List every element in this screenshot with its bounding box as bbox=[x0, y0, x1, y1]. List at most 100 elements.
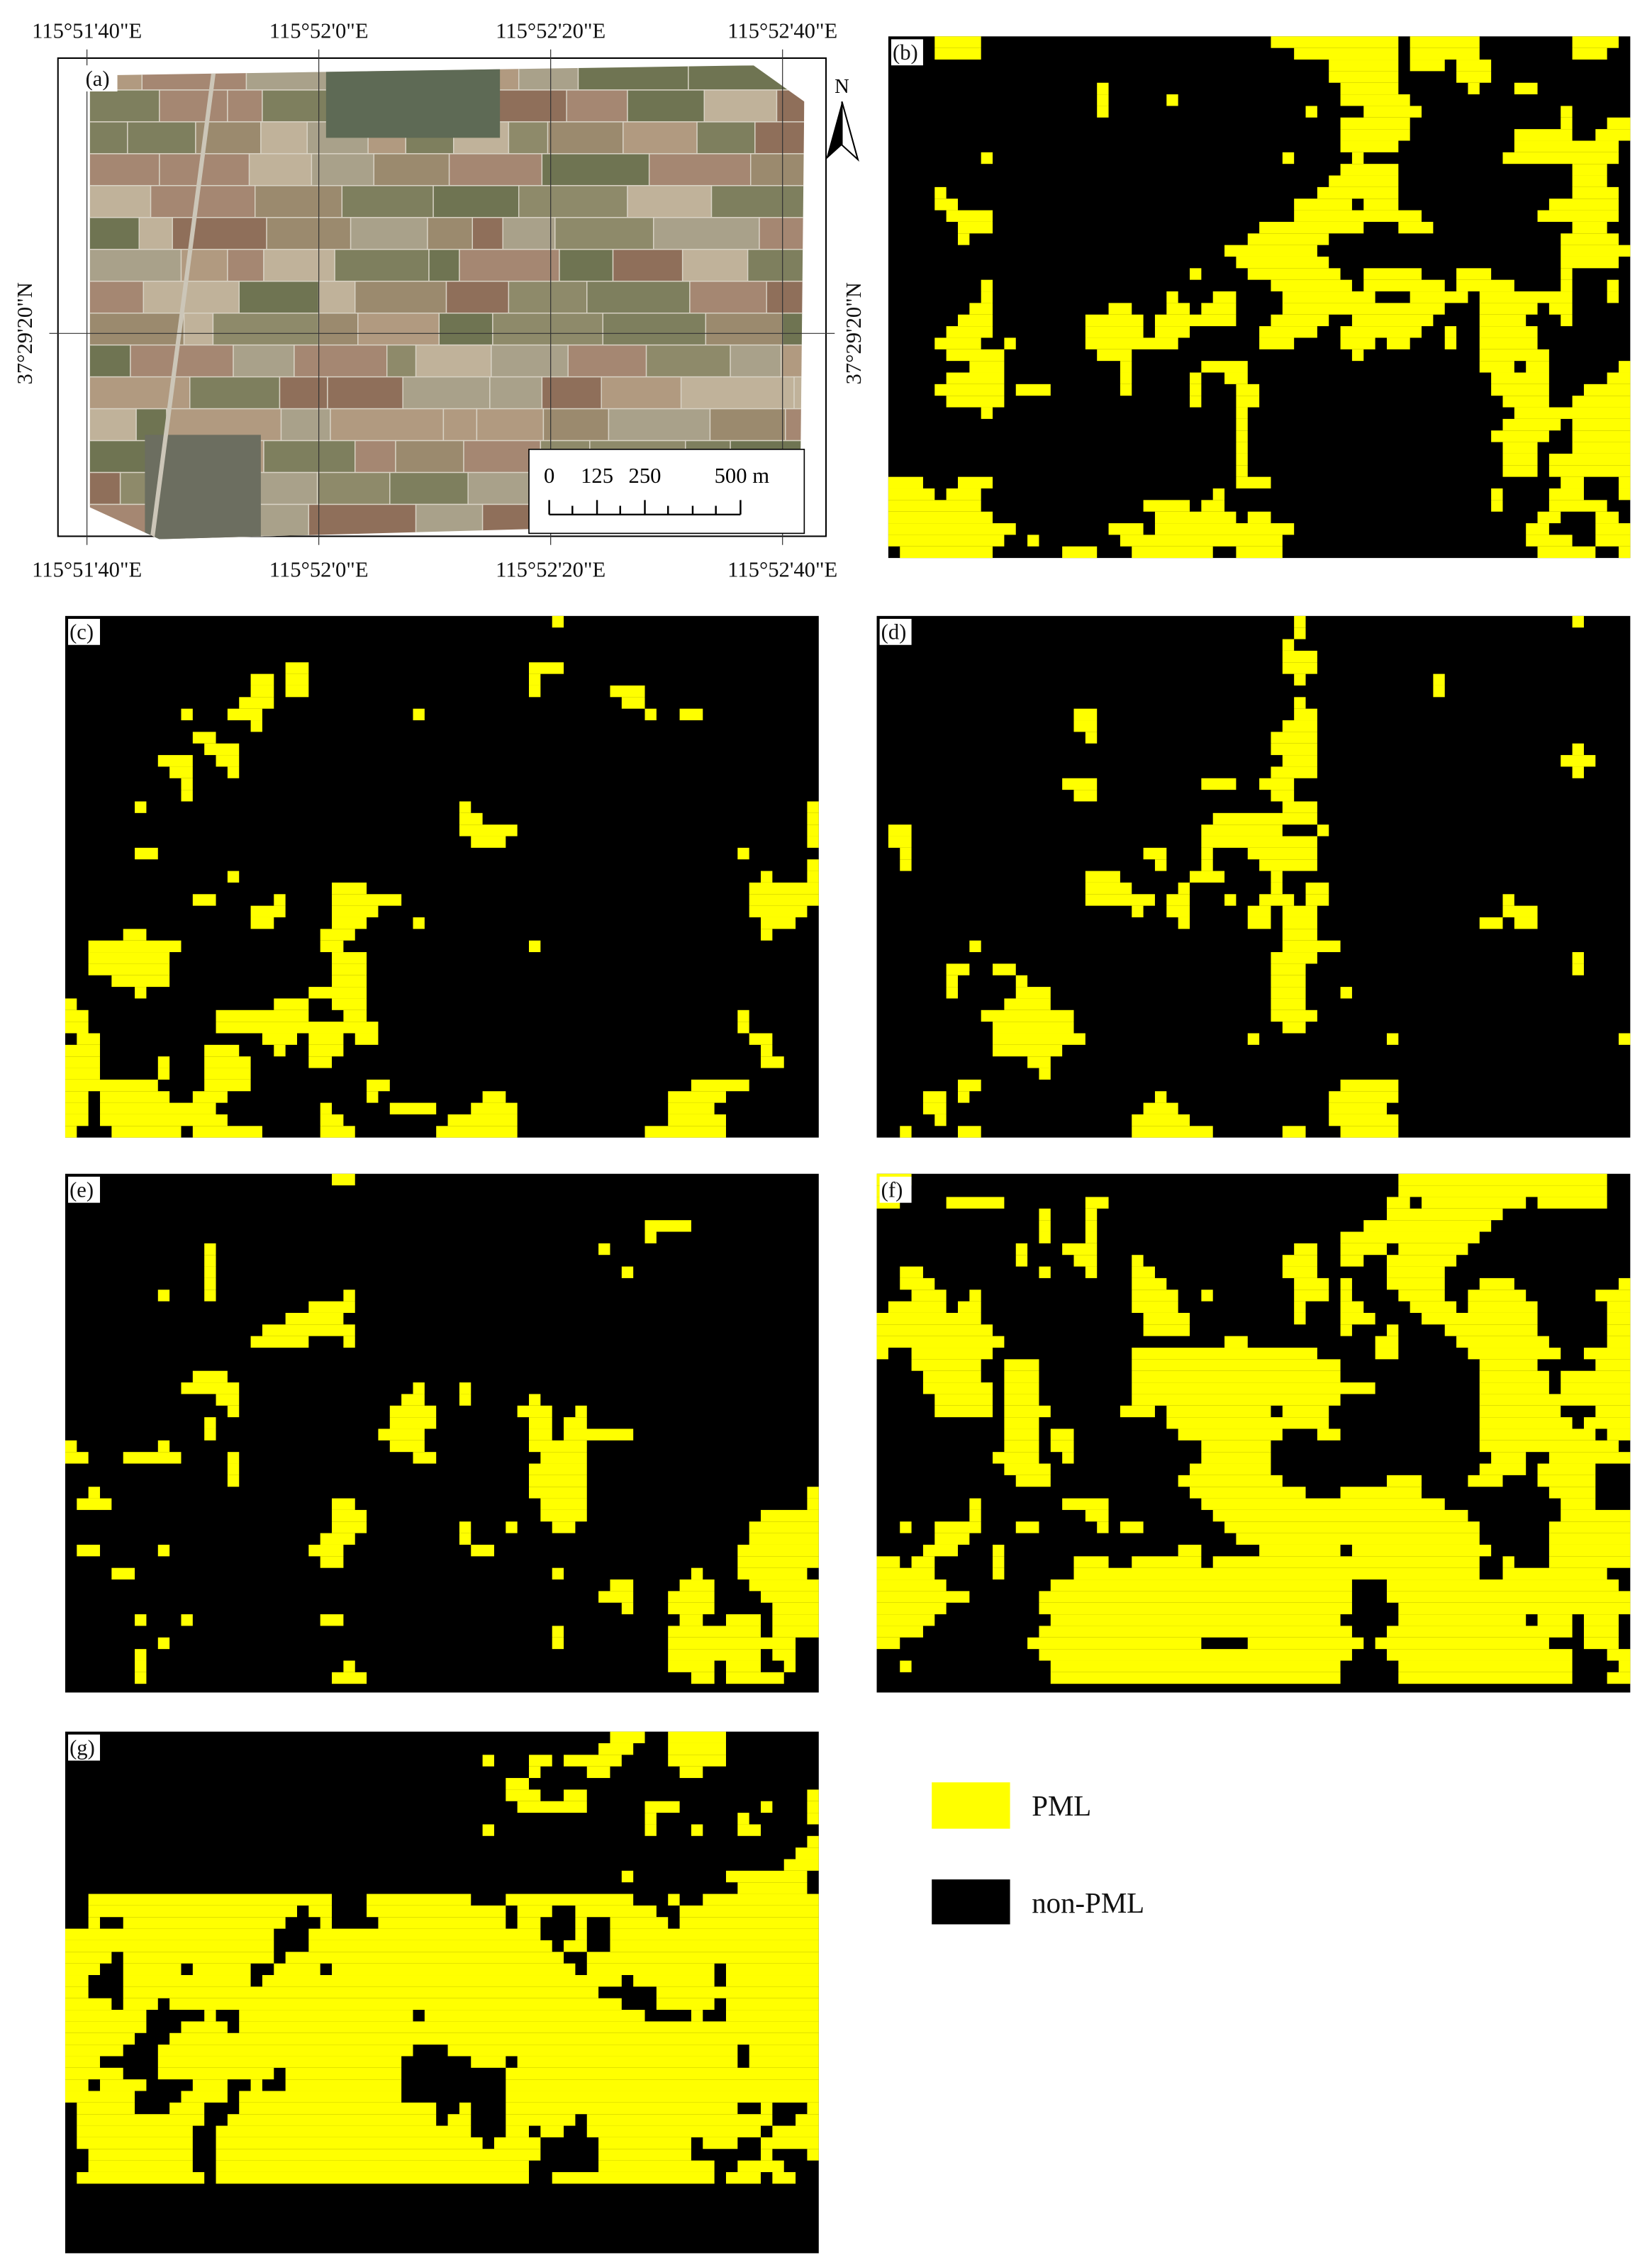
pml-pixels bbox=[644, 1813, 657, 1825]
pml-pixels bbox=[1282, 662, 1317, 674]
pml-pixels bbox=[1340, 1255, 1364, 1267]
pml-pixels bbox=[192, 1370, 228, 1383]
pml-pixels bbox=[1537, 1197, 1607, 1209]
pml-pixels bbox=[737, 1010, 749, 1022]
pml-pixels bbox=[216, 2171, 530, 2184]
pml-pixels bbox=[192, 1126, 262, 1138]
pml-pixels bbox=[691, 1079, 749, 1092]
scale-label: 125 bbox=[581, 464, 613, 488]
village bbox=[325, 65, 501, 138]
field bbox=[172, 217, 267, 250]
pml-pixels bbox=[1271, 766, 1317, 778]
pml-pixels bbox=[100, 1114, 228, 1126]
pml-pixels bbox=[1004, 1394, 1039, 1406]
pml-pixels bbox=[1015, 384, 1051, 396]
pml-pixels bbox=[564, 1755, 622, 1767]
longitude-label: 115°52'0"E bbox=[269, 558, 369, 582]
pml-pixels bbox=[1271, 882, 1283, 895]
field bbox=[567, 344, 647, 378]
panel-label: (e) bbox=[69, 1178, 94, 1202]
pml-pixels bbox=[1154, 511, 1237, 524]
pml-pixels bbox=[1132, 1556, 1202, 1568]
pml-pixels bbox=[1294, 708, 1317, 721]
pml-pixels bbox=[737, 1567, 808, 1580]
pml-pixels bbox=[737, 1556, 819, 1568]
pml-pixels bbox=[1027, 535, 1039, 547]
pml-pixels bbox=[1363, 106, 1422, 118]
pml-pixels bbox=[1085, 871, 1120, 883]
pml-pixels bbox=[946, 326, 993, 338]
field bbox=[681, 249, 749, 282]
pml-pixels bbox=[1583, 1637, 1619, 1650]
pml-pixels bbox=[1607, 372, 1631, 384]
pml-pixels bbox=[564, 1789, 587, 1801]
pml-pixels bbox=[529, 662, 564, 674]
field bbox=[541, 153, 650, 186]
pml-pixels bbox=[389, 1405, 437, 1418]
pml-pixels bbox=[772, 1626, 819, 1638]
classification-map: (e) bbox=[65, 1173, 819, 1693]
pml-pixels bbox=[1340, 337, 1375, 349]
pml-pixels bbox=[1085, 882, 1132, 895]
field bbox=[127, 121, 196, 155]
pml-pixels bbox=[888, 1301, 947, 1313]
pml-pixels bbox=[807, 1801, 819, 1813]
pml-pixels bbox=[355, 1033, 379, 1045]
pml-pixels bbox=[65, 1452, 89, 1464]
pml-pixels bbox=[1201, 1290, 1213, 1302]
pml-pixels bbox=[737, 1544, 819, 1557]
pml-pixels bbox=[1618, 1033, 1631, 1045]
pml-pixels bbox=[761, 1509, 819, 1522]
panel-label-bg bbox=[891, 39, 923, 66]
pml-pixels bbox=[1015, 987, 1051, 999]
pml-pixels bbox=[1294, 1290, 1329, 1302]
pml-pixels bbox=[586, 1963, 715, 1976]
pml-pixels bbox=[1479, 1277, 1514, 1290]
pml-pixels bbox=[204, 1079, 251, 1092]
pml-pixels bbox=[668, 1660, 715, 1672]
pml-pixels bbox=[308, 1544, 344, 1557]
pml-pixels bbox=[1479, 1417, 1573, 1429]
pml-pixels bbox=[65, 1963, 101, 1976]
pml-pixels bbox=[1271, 998, 1306, 1010]
pml-pixels bbox=[1514, 917, 1538, 929]
pml-pixels bbox=[1282, 801, 1317, 813]
pml-pixels bbox=[1004, 1359, 1039, 1371]
pml-pixels bbox=[1282, 720, 1317, 732]
pml-pixels bbox=[1572, 743, 1584, 756]
pml-pixels bbox=[761, 1056, 784, 1068]
pml-pixels bbox=[876, 1614, 935, 1626]
pml-pixels bbox=[77, 2102, 135, 2115]
field bbox=[355, 281, 447, 314]
pml-pixels bbox=[157, 755, 193, 767]
field bbox=[395, 440, 464, 474]
pml-pixels bbox=[1572, 963, 1584, 975]
pml-pixels bbox=[320, 929, 355, 941]
pml-pixels bbox=[761, 917, 796, 929]
pml-pixels bbox=[644, 1801, 680, 1813]
pml-pixels bbox=[1097, 1521, 1109, 1533]
pml-pixels bbox=[1526, 535, 1573, 547]
pml-pixels bbox=[876, 1579, 947, 1592]
pml-pixels bbox=[1479, 303, 1538, 315]
pml-pixels bbox=[621, 697, 645, 709]
pml-pixels bbox=[1132, 1266, 1155, 1278]
pml-pixels bbox=[1502, 1556, 1514, 1568]
pml-pixels bbox=[1548, 1452, 1631, 1464]
pml-pixels bbox=[227, 871, 240, 883]
pml-pixels bbox=[459, 801, 471, 813]
pml-pixels bbox=[1618, 1660, 1631, 1672]
pml-pixels bbox=[65, 2091, 135, 2103]
pml-pixels bbox=[772, 2171, 796, 2184]
pml-pixels bbox=[1178, 1544, 1202, 1557]
pml-pixels bbox=[1132, 1301, 1178, 1313]
pml-pixels bbox=[1294, 673, 1306, 686]
pml-pixels bbox=[1201, 500, 1225, 512]
pml-pixels bbox=[691, 1672, 715, 1684]
pml-pixels bbox=[1201, 824, 1283, 837]
pml-pixels bbox=[1004, 1382, 1039, 1394]
pml-pixels bbox=[1572, 36, 1619, 48]
pml-pixels bbox=[181, 708, 193, 721]
pml-pixels bbox=[807, 812, 819, 825]
pml-pixels bbox=[332, 963, 367, 975]
